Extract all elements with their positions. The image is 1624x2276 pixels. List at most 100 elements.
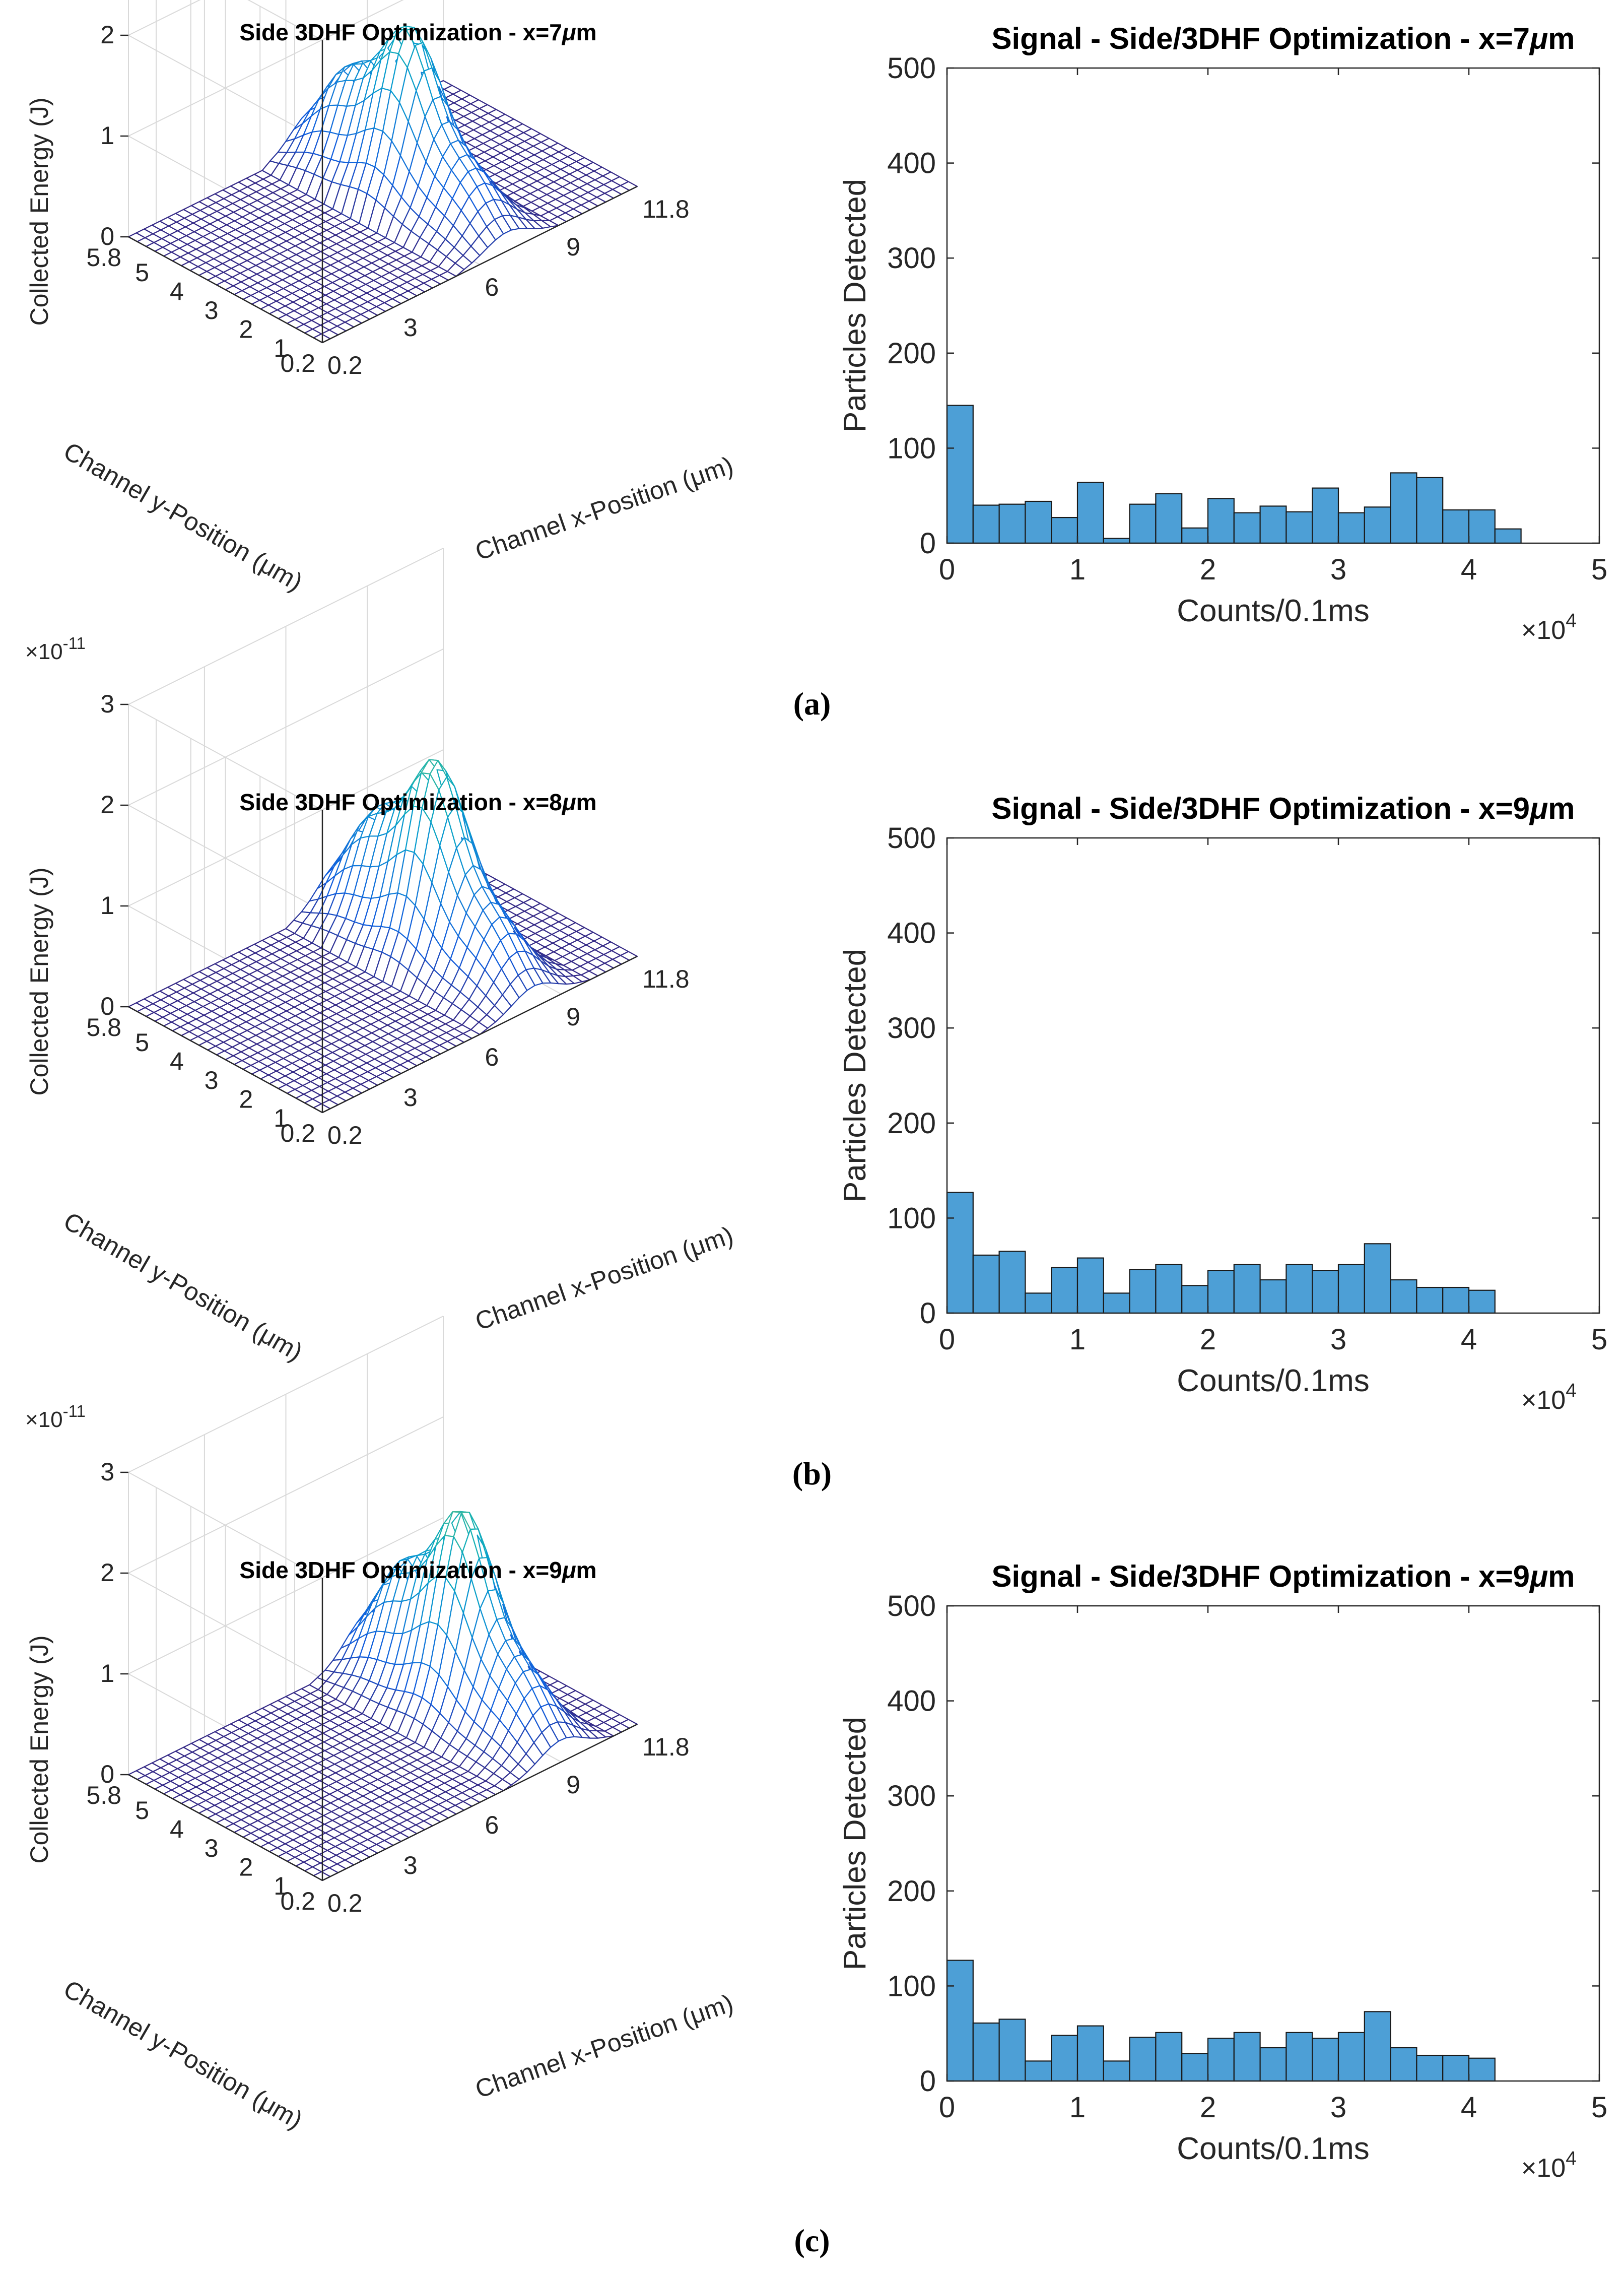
z-tick-label: 1: [100, 1659, 114, 1687]
x-tick-label: 0.2: [327, 351, 363, 379]
histogram-bar: [946, 1192, 974, 1314]
surface-panel-a: 0123×10-115.8543210.20.236911.8Collected…: [25, 0, 737, 597]
y-tick-label: 4: [170, 1048, 184, 1076]
y-axis-line: [128, 1774, 323, 1881]
histogram-bar: [1025, 2060, 1052, 2082]
x-tick-label: 6: [485, 1811, 499, 1839]
y-axis-label: Particles Detected: [838, 949, 872, 1202]
x-tick-label: 11.8: [642, 1733, 690, 1761]
x-tick-label: 4: [1461, 2091, 1477, 2124]
y-tick-label: 300: [887, 1780, 936, 1812]
caption-c: (c): [794, 2223, 830, 2258]
x-tick-label: 5: [1591, 2091, 1607, 2124]
histogram-bar: [1390, 1279, 1417, 1314]
histogram-bar: [1390, 2047, 1417, 2082]
histogram-bar: [1312, 2038, 1339, 2082]
histogram-bar: [946, 1960, 974, 2082]
x-tick-label: 5: [1591, 1323, 1607, 1356]
y-tick-label: 0: [920, 527, 936, 560]
x-tick-label: 3: [403, 313, 418, 342]
histogram-bar: [946, 405, 974, 544]
histogram-bar: [1207, 2038, 1235, 2082]
y-tick-label: 400: [887, 1685, 936, 1718]
y-tick-label: 4: [170, 1815, 184, 1844]
x-axis-label: Channel x-Position (μm): [471, 1989, 736, 2104]
x-tick-label: 3: [1330, 1323, 1346, 1356]
y-tick-label: 2: [239, 1085, 253, 1114]
histogram-bar: [1207, 498, 1235, 544]
z-tick-label: 0: [100, 222, 114, 250]
y-tick-label: 100: [887, 1970, 936, 2002]
y-axis-line: [128, 1006, 323, 1114]
histogram-title: Signal - Side/3DHF Optimization - x=7μm: [991, 22, 1575, 55]
x-tick-label: 0.2: [327, 1121, 363, 1149]
x-tick-label: 0: [939, 2091, 955, 2124]
x-axis-label: Counts/0.1ms: [1177, 594, 1370, 628]
histogram-bar: [1468, 2057, 1496, 2082]
histogram-bar: [1312, 1270, 1339, 1314]
histogram-bar: [1259, 2047, 1287, 2082]
x-tick-label: 9: [566, 1003, 580, 1031]
x-tick-label: 3: [403, 1851, 418, 1879]
surface-title: Side 3DHF Optimization - x=8μm: [240, 789, 597, 815]
grid-line: [128, 704, 323, 811]
x-tick-label: 1: [1069, 1323, 1086, 1356]
z-axis-label: Collected Energy (J): [25, 98, 53, 326]
x-tick-label: 3: [403, 1083, 418, 1112]
histogram-title: Signal - Side/3DHF Optimization - x=9μm: [991, 1559, 1575, 1593]
z-tick-label: 3: [100, 690, 114, 718]
y-tick-label: 4: [170, 278, 184, 306]
histogram-bar: [1025, 500, 1052, 544]
histogram-bar: [1390, 472, 1417, 544]
histogram-bar: [1233, 512, 1261, 544]
x-tick-label: 3: [1330, 553, 1346, 586]
histogram-bar: [1416, 2054, 1444, 2082]
histogram-bar: [1233, 2032, 1261, 2082]
y-axis-label: Channel y-Position (μm): [59, 1975, 307, 2134]
grid-line: [128, 1573, 323, 1679]
y-tick-label: 5.8: [86, 1013, 121, 1042]
histogram-bar: [1207, 1270, 1235, 1314]
histogram-bar: [998, 1251, 1026, 1314]
y-axis-label: Channel y-Position (μm): [59, 437, 307, 597]
histogram-bar: [1468, 509, 1496, 544]
surface-title: Side 3DHF Optimization - x=9μm: [240, 1557, 597, 1583]
x-tick-label: 2: [1200, 553, 1216, 586]
surface-title: Side 3DHF Optimization - x=7μm: [240, 19, 597, 45]
histogram-bar: [1051, 516, 1078, 544]
histogram-bar: [1129, 2037, 1157, 2082]
y-tick-label: 0: [920, 1297, 936, 1330]
x-axis-label: Counts/0.1ms: [1177, 1363, 1370, 1398]
grid-line: [128, 548, 444, 705]
x-exponent: ×104: [1521, 1380, 1577, 1415]
histogram-bar: [1076, 2025, 1104, 2082]
z-tick-label: 2: [100, 1558, 114, 1587]
z-exponent: ×10-11: [25, 1402, 86, 1432]
y-tick-label: 200: [887, 1875, 936, 1908]
y-axis-label: Particles Detected: [838, 179, 872, 432]
z-exponent: ×10-11: [25, 634, 86, 664]
x-tick-label: 0: [939, 1323, 955, 1356]
y-tick-label: 100: [887, 432, 936, 465]
y-tick-label: 5: [135, 1028, 149, 1057]
y-axis-line: [128, 236, 323, 344]
grid-line: [247, 0, 323, 41]
x-exponent: ×104: [1521, 2148, 1577, 2183]
histogram-bar: [1181, 527, 1209, 544]
histogram-bar: [1259, 1279, 1287, 1314]
y-tick-label: 400: [887, 917, 936, 950]
y-tick-label: 5.8: [86, 243, 121, 272]
plot-frame: [946, 67, 1600, 544]
x-exponent: ×104: [1521, 610, 1577, 645]
histogram-bar: [1051, 1267, 1078, 1314]
x-tick-label: 1: [1069, 553, 1086, 586]
y-tick-label: 0: [920, 2065, 936, 2098]
histogram-bar: [1076, 482, 1104, 544]
x-axis-label: Counts/0.1ms: [1177, 2131, 1370, 2166]
y-axis-label: Channel y-Position (μm): [59, 1207, 307, 1367]
histogram-bar: [1103, 1292, 1130, 1314]
histogram-bar: [1442, 1286, 1470, 1314]
y-tick-label: 1: [274, 1104, 288, 1132]
histogram-bar: [1364, 506, 1391, 544]
